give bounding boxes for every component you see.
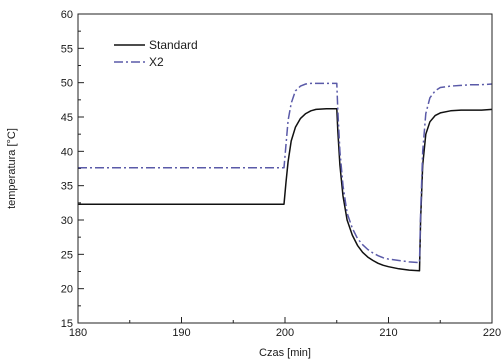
legend: Standard X2 <box>114 38 198 69</box>
y-tick-label: 60 <box>61 9 73 21</box>
y-tick-label: 30 <box>61 215 73 227</box>
legend-label-x2: X2 <box>149 55 164 69</box>
series-line-standard <box>78 108 493 272</box>
plot-frame <box>77 13 493 324</box>
x-tick-label: 180 <box>69 327 87 339</box>
y-tick-label: 25 <box>61 249 73 261</box>
tick-labels: 180 190 200 210 220 15 20 25 30 35 40 45 50 55 60 <box>61 9 501 339</box>
x-axis-title: Czas [min] <box>259 347 311 359</box>
x-tick-label: 200 <box>276 327 294 339</box>
x-tick-label: 190 <box>172 327 190 339</box>
series-lines <box>78 82 493 272</box>
y-tick-label: 40 <box>61 146 73 158</box>
x-tick-label: 210 <box>379 327 397 339</box>
legend-label-standard: Standard <box>149 38 198 52</box>
y-tick-label: 55 <box>61 43 73 55</box>
y-tick-label: 35 <box>61 181 73 193</box>
y-axis-title: temperatura [°C] <box>6 128 18 209</box>
x-tick-label: 220 <box>483 327 501 339</box>
y-tick-label: 15 <box>61 318 73 330</box>
y-tick-label: 20 <box>61 284 73 296</box>
axis-ticks <box>77 13 493 324</box>
y-tick-label: 45 <box>61 112 73 124</box>
y-tick-label: 50 <box>61 78 73 90</box>
series-line-x2 <box>78 82 493 264</box>
